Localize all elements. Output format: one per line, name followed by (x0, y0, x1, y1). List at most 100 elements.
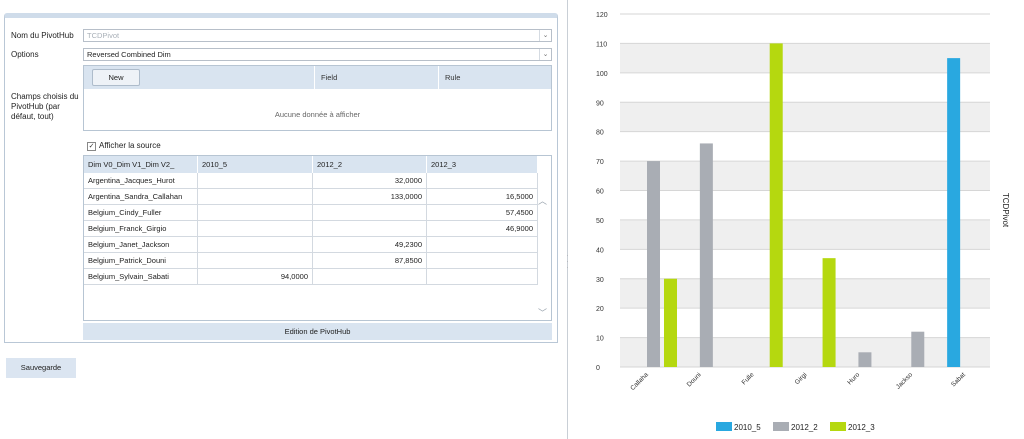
table-cell: Belgium_Franck_Girgio (84, 221, 198, 237)
column-header-dim[interactable]: Dim V0_Dim V1_Dim V2_ (84, 156, 198, 173)
x-tick-label: Huro (846, 371, 861, 386)
show-source-label: Afficher la source (99, 141, 161, 150)
pivot-bar-chart: 0 10 20 30 40 50 60 70 80 90 100 110 120 Callaha Douni… (596, 12, 1010, 432)
scroll-down-icon[interactable]: ﹀ (537, 308, 547, 318)
table-cell: 16,5000 (427, 189, 538, 205)
table-row[interactable]: Belgium_Janet_Jackson 49,2300 (84, 237, 538, 253)
splitter-grip-icon[interactable]: · · · (566, 253, 569, 271)
table-cell (427, 237, 538, 253)
bar-2012-2 (647, 161, 660, 367)
legend-label: 2010_5 (734, 423, 761, 432)
y-tick-label: 10 (596, 336, 604, 343)
column-header-field[interactable]: Field (314, 66, 438, 89)
legend-label: 2012_3 (848, 423, 875, 432)
grid-band (620, 43, 990, 73)
bar-2010-5 (947, 58, 961, 367)
y-tick-label: 110 (596, 41, 607, 48)
x-tick-label: Douni (686, 371, 703, 388)
table-row[interactable]: Argentina_Sandra_Callahan 133,0000 16,5000 (84, 189, 538, 205)
table-cell: 94,0000 (198, 269, 313, 285)
y-tick-label: 70 (596, 159, 604, 166)
table-cell: 57,4500 (427, 205, 538, 221)
table-cell (198, 189, 313, 205)
chevron-down-icon[interactable]: ⌄ (539, 49, 551, 60)
table-cell: 32,0000 (313, 173, 427, 189)
table-cell: Belgium_Sylvain_Sabati (84, 269, 198, 285)
table-cell (198, 237, 313, 253)
y-tick-label: 40 (596, 247, 604, 254)
x-tick-label: Fulle (741, 371, 756, 386)
fields-grid: New Field Rule Aucune donnée à afficher (83, 65, 552, 131)
table-cell: Belgium_Cindy_Fuller (84, 205, 198, 221)
column-header-2012-3[interactable]: 2012_3 (427, 156, 538, 173)
table-cell: 87,8500 (313, 253, 427, 269)
bar-2012-3 (822, 258, 836, 367)
x-tick-label: Girgi (794, 371, 809, 386)
y-tick-label: 20 (596, 306, 604, 313)
name-field-value: TCDPivot (87, 31, 120, 40)
options-select[interactable]: Reversed Combined Dim ⌄ (83, 48, 552, 61)
x-tick-label: Jackso (895, 371, 915, 391)
options-select-value: Reversed Combined Dim (87, 50, 171, 59)
table-cell: 49,2300 (313, 237, 427, 253)
y-tick-label: 0 (596, 365, 600, 372)
table-cell (198, 205, 313, 221)
y-tick-label: 60 (596, 189, 604, 196)
column-header-2012-2[interactable]: 2012_2 (313, 156, 427, 173)
table-cell (313, 269, 427, 285)
grid-band (620, 161, 990, 191)
table-cell (198, 221, 313, 237)
options-label: Options (11, 50, 39, 59)
new-button[interactable]: New (92, 69, 140, 86)
grid-band (620, 219, 990, 250)
y-axis-label: TCDPivot (1001, 193, 1010, 228)
table-cell (427, 253, 538, 269)
table-cell (198, 173, 313, 189)
name-field[interactable]: TCDPivot ⌄ (83, 29, 552, 42)
y-tick-label: 80 (596, 130, 604, 137)
legend-swatch-2010-5 (716, 422, 732, 431)
legend-swatch-2012-3 (830, 422, 846, 431)
y-tick-label: 100 (596, 71, 608, 78)
scroll-up-icon[interactable]: ︿ (537, 196, 547, 206)
show-source-checkbox[interactable]: ✓ (87, 142, 96, 151)
y-tick-label: 30 (596, 277, 604, 284)
bar-2012-3 (664, 278, 677, 367)
bar-2012-2 (858, 352, 872, 367)
table-cell: 46,9000 (427, 221, 538, 237)
table-cell (313, 221, 427, 237)
panel-splitter[interactable] (567, 0, 568, 439)
source-grid-header: Dim V0_Dim V1_Dim V2_ 2010_5 2012_2 2012… (84, 156, 538, 173)
table-cell (427, 173, 538, 189)
table-row[interactable]: Belgium_Cindy_Fuller 57,4500 (84, 205, 538, 221)
column-header-rule[interactable]: Rule (438, 66, 551, 89)
y-tick-label: 90 (596, 100, 604, 107)
edition-pivothub-button[interactable]: Edition de PivotHub (83, 323, 552, 340)
y-tick-label: 120 (596, 12, 608, 19)
table-row[interactable]: Belgium_Franck_Girgio 46,9000 (84, 221, 538, 237)
table-row[interactable]: Argentina_Jacques_Hurot 32,0000 (84, 173, 538, 189)
table-cell: 133,0000 (313, 189, 427, 205)
table-cell: Belgium_Janet_Jackson (84, 237, 198, 253)
column-header-2010-5[interactable]: 2010_5 (198, 156, 313, 173)
x-tick-label: Sabat (950, 371, 967, 388)
table-row[interactable]: Belgium_Sylvain_Sabati 94,0000 (84, 269, 538, 285)
bar-2012-2 (911, 331, 925, 367)
bar-2012-2 (699, 143, 713, 367)
table-row[interactable]: Belgium_Patrick_Douni 87,8500 (84, 253, 538, 269)
table-cell (427, 269, 538, 285)
fields-label: Champs choisis du PivotHub (par défaut, … (11, 92, 79, 121)
save-button[interactable]: Sauvegarde (6, 358, 76, 378)
pivothub-form-panel: Nom du PivotHub TCDPivot ⌄ Options Rever… (4, 13, 558, 343)
name-label: Nom du PivotHub (11, 31, 74, 40)
chevron-down-icon[interactable]: ⌄ (539, 30, 551, 41)
y-tick-label: 50 (596, 218, 604, 225)
grid-band (620, 102, 990, 132)
table-cell: Argentina_Jacques_Hurot (84, 173, 198, 189)
table-cell: Argentina_Sandra_Callahan (84, 189, 198, 205)
empty-message: Aucune donnée à afficher (274, 110, 361, 119)
legend-label: 2012_2 (791, 423, 818, 432)
grid-band (620, 278, 990, 309)
table-cell: Belgium_Patrick_Douni (84, 253, 198, 269)
table-cell (198, 253, 313, 269)
